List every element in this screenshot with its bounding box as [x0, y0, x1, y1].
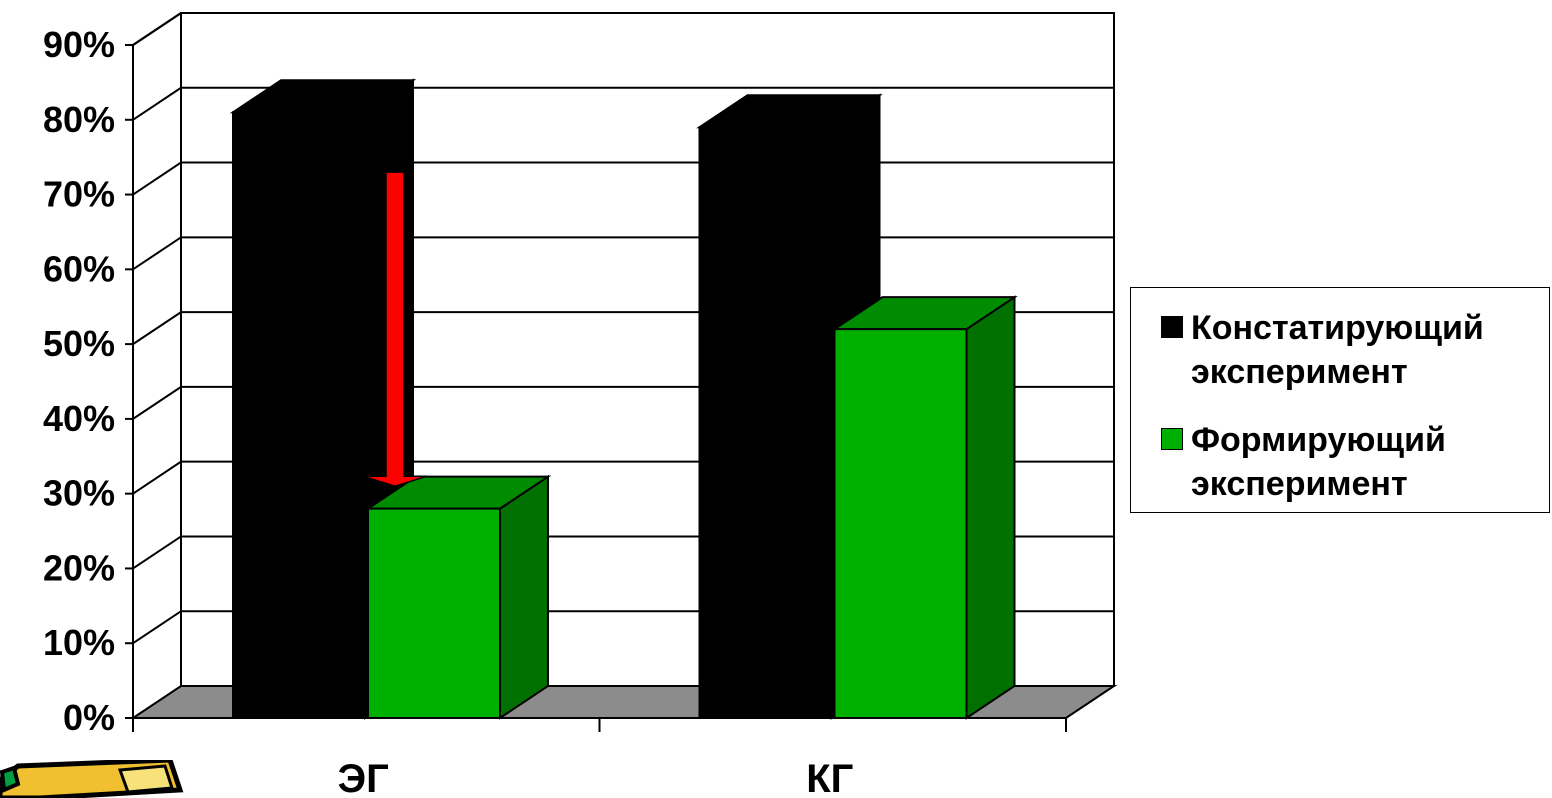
- annotation-arrow: [362, 171, 428, 487]
- y-tick-label: 30%: [43, 473, 115, 514]
- y-tick-label: 50%: [43, 323, 115, 364]
- y-tick-label: 80%: [43, 99, 115, 140]
- axis-depth-line: [132, 12, 182, 46]
- pencil-clipart-icon: [0, 760, 184, 798]
- y-tick-labels: 0% 10% 20% 30% 40% 50% 60% 70% 80% 90%: [43, 24, 115, 738]
- category-label: КГ: [806, 757, 853, 798]
- legend-item-series-2: Формирующий эксперимент: [1161, 418, 1551, 506]
- legend-swatch-series-2: [1161, 428, 1183, 450]
- bars: [229, 78, 1018, 720]
- category-label: ЭГ: [338, 757, 389, 798]
- category-labels: ЭГ КГ: [338, 757, 854, 798]
- red-down-arrow: [362, 171, 428, 487]
- bar-front: [833, 328, 968, 719]
- bar-2-1: [364, 474, 552, 720]
- bar-side: [499, 474, 549, 720]
- bar-side: [965, 295, 1016, 720]
- y-tick-label: 20%: [43, 547, 115, 588]
- legend: Констатирующий эксперимент Формирующий э…: [1130, 287, 1550, 513]
- y-tick-label: 60%: [43, 248, 115, 289]
- legend-label-series-2: Формирующий эксперимент: [1191, 421, 1446, 503]
- y-tick-label: 0%: [63, 697, 115, 738]
- bar-front: [367, 507, 501, 719]
- y-tick-label: 10%: [43, 622, 115, 663]
- legend-swatch-series-1: [1161, 316, 1183, 338]
- bar-front: [698, 126, 833, 719]
- bar-front: [232, 111, 366, 720]
- gridline: [132, 86, 1114, 121]
- bar-2-2: [831, 295, 1018, 720]
- axes: [125, 12, 1067, 732]
- legend-item-series-1: Констатирующий эксперимент: [1161, 306, 1551, 394]
- y-tick-label: 90%: [43, 24, 115, 65]
- y-tick-label: 40%: [43, 398, 115, 439]
- legend-label-series-1: Констатирующий эксперимент: [1191, 309, 1484, 391]
- y-tick-label: 70%: [43, 174, 115, 215]
